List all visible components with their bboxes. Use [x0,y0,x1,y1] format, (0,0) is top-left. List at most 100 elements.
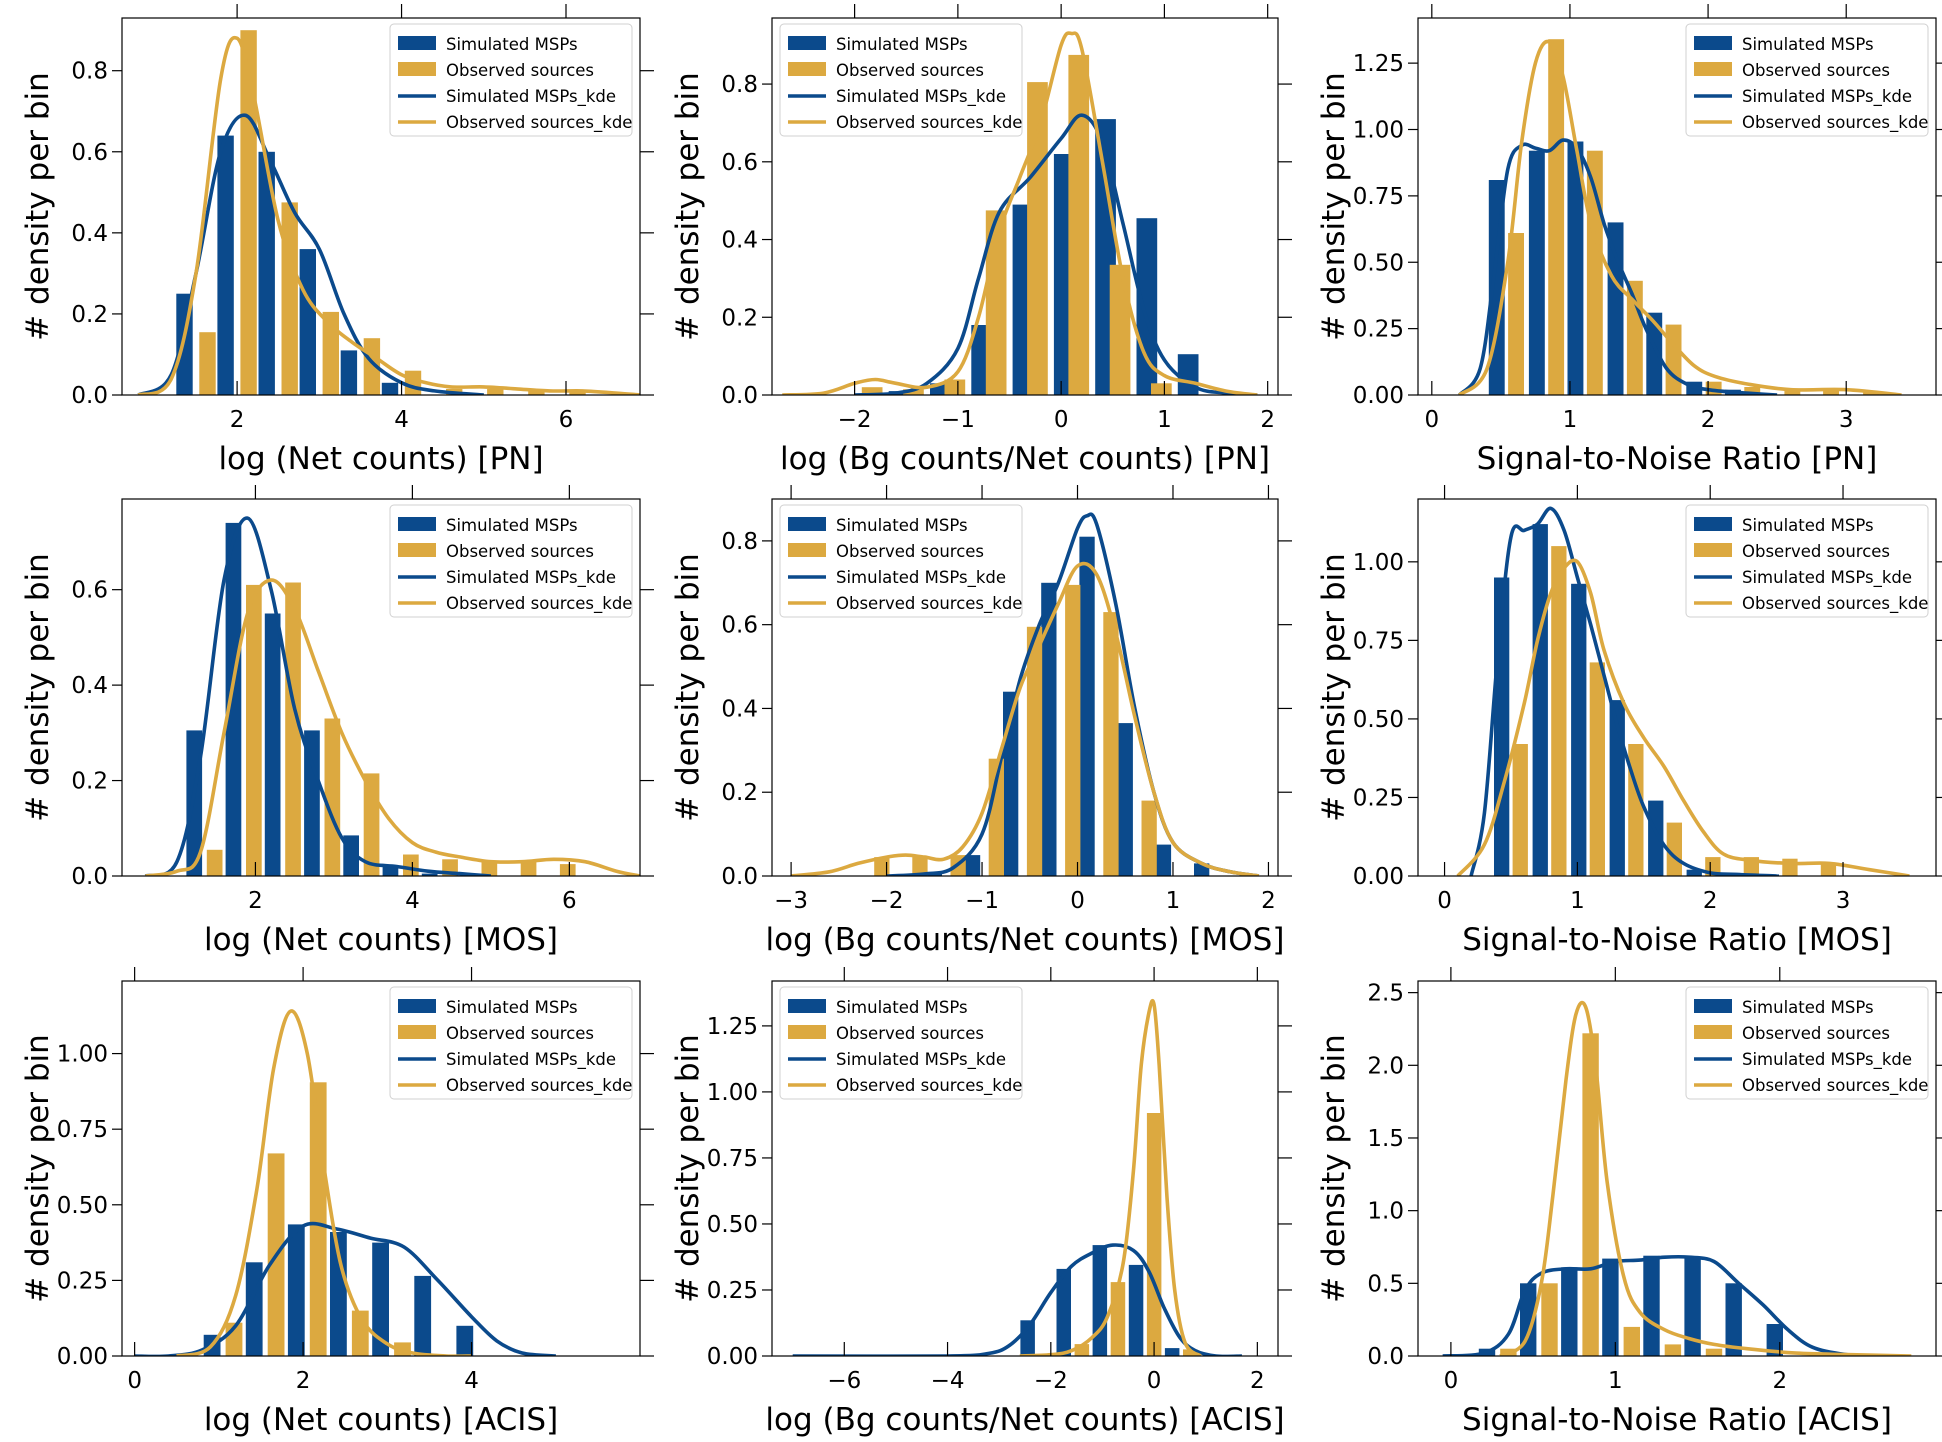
x-axis-label: log (Net counts) [ACIS] [204,1402,558,1438]
kde-line-observed [1019,998,1202,1356]
kde-line-observed [782,31,1258,395]
bar-observed [1146,1113,1162,1356]
x-tick-label: 0 [127,1368,142,1394]
bar-observed [403,854,419,876]
axes-frame [1417,498,1937,877]
y-axis-label: # density per bin [1316,553,1352,822]
bar-observed [988,758,1004,876]
bar-observed [861,387,883,395]
x-tick-label: 2 [230,407,245,433]
bar-simulated [1117,723,1133,876]
y-tick-label: 2.5 [1367,981,1404,1007]
legend-label: Simulated MSPs [446,516,578,535]
y-axis-label: # density per bin [670,1034,706,1303]
bar-simulated [287,1224,305,1356]
bar-observed [1065,584,1081,876]
y-axis-label: # density per bin [670,553,706,822]
y-axis-label: # density per bin [1316,72,1352,341]
y-tick-label: 1.25 [707,1014,758,1040]
bar-observed [1623,1326,1640,1356]
legend-label: Observed sources_kde [1742,1076,1928,1096]
bar-simulated [1128,1264,1144,1356]
bar-simulated [1766,1324,1783,1356]
legend: Simulated MSPs Observed sources Simulated … [779,23,1023,137]
legend-swatch-observed [788,62,826,76]
bar-simulated [217,135,234,395]
kde-line-simulated [134,1221,556,1356]
bar-simulated [264,613,281,876]
bar-simulated [1646,312,1663,395]
axes-frame [1417,17,1937,396]
bar-observed [1665,324,1682,395]
bar-observed [481,861,498,876]
legend-swatch-observed [1694,1025,1732,1039]
legend-label: Observed sources [836,61,984,80]
bar-observed [322,311,339,395]
legend-swatch-simulated [788,999,826,1013]
bar-observed [985,210,1007,395]
bar-observed [1026,626,1043,876]
x-tick-label: 1 [1570,888,1585,914]
subplot-9: 0 1 2 0.0 0.5 1.0 1.5 2.0 2.5 Signal-to-Noise Rat… [1316,967,1942,1438]
legend-box [1685,986,1929,1100]
plot-area [790,512,1260,876]
x-tick-label: 6 [559,407,574,433]
plot-area [137,30,640,395]
bar-observed [1151,383,1172,395]
legend-label: Simulated MSPs [1742,35,1874,54]
x-tick-label: −2 [838,407,872,433]
y-tick-label: 0.6 [721,613,758,639]
legend-swatch-simulated [398,517,436,531]
bar-simulated [930,383,951,395]
bar-observed [903,389,924,395]
y-tick-label: 0.5 [1367,1271,1404,1297]
bar-simulated [225,522,242,876]
x-axis-label: Signal-to-Noise Ratio [PN] [1477,441,1878,477]
y-tick-label: 1.00 [57,1042,108,1068]
legend-label: Simulated MSPs_kde [836,568,1006,588]
legend-box [779,23,1023,137]
y-axis-label: # density per bin [20,553,56,822]
x-tick-label: 1 [1608,1368,1623,1394]
x-axis-label: log (Net counts) [MOS] [204,922,558,958]
bar-observed [1784,389,1801,395]
legend-box [389,986,633,1100]
bar-simulated [1684,1257,1701,1356]
bar-observed [487,388,504,395]
x-tick-label: 4 [464,1368,479,1394]
x-tick-label: 2 [248,888,263,914]
axes-frame [121,17,641,396]
x-tick-label: 0 [1424,407,1439,433]
bar-simulated [1686,869,1702,876]
bar-simulated [330,1232,347,1356]
bar-observed [1582,1033,1599,1356]
plot-area [782,31,1258,395]
bar-observed [1541,1283,1558,1356]
legend-label: Simulated MSPs [1742,998,1874,1017]
y-axis-label: # density per bin [20,72,56,341]
kde-line-simulated [144,516,492,876]
bar-observed [1183,1349,1198,1356]
axes-frame [771,498,1279,877]
legend-label: Observed sources [446,61,594,80]
legend-swatch-simulated [398,36,436,50]
legend-swatch-observed [788,543,826,557]
legend: Simulated MSPs Observed sources Simulated … [389,23,633,137]
bar-observed [206,849,223,876]
legend-swatch-observed [398,543,436,557]
y-tick-label: 0.4 [71,673,108,699]
kde-line-observed [790,561,1260,876]
y-tick-label: 0.2 [71,769,108,795]
subplot-7: 0 2 4 0.00 0.25 0.50 0.75 1.00 log (Net counts) … [20,967,654,1438]
bar-observed [559,864,576,876]
y-tick-label: 0.2 [721,305,758,331]
plot-area [1442,1000,1912,1356]
kde-line-observed [176,1009,472,1356]
subplot-4: 2 4 6 0.0 0.2 0.4 0.6 log (Net counts) [MOS] # d… [20,485,654,958]
y-tick-label: 0.2 [721,780,758,806]
legend-label: Observed sources_kde [446,113,632,133]
bar-observed [240,30,257,395]
y-tick-label: 0.8 [721,529,758,555]
bar-observed [1823,389,1839,395]
x-tick-label: 2 [1772,1368,1787,1394]
